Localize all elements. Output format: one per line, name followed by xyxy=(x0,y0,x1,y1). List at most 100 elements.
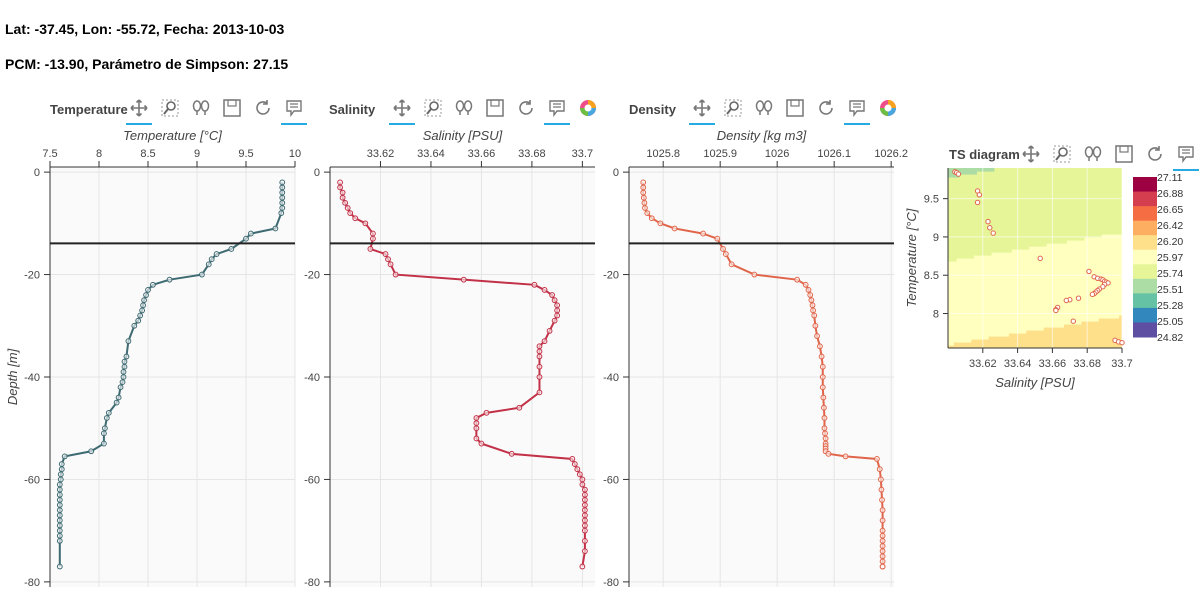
ts-contour-cell xyxy=(1026,303,1030,307)
ts-contour-cell xyxy=(1098,234,1103,238)
salinity-y-tick-label: -80 xyxy=(304,577,320,589)
ts-contour-cell xyxy=(982,258,987,262)
ts-contour-cell xyxy=(1110,300,1114,304)
ts-contour-cell xyxy=(1020,285,1024,289)
ts-contour-cell xyxy=(953,294,958,298)
salinity-reset-icon[interactable] xyxy=(515,97,537,119)
ts-contour-cell xyxy=(1064,258,1068,262)
ts-contour-cell xyxy=(1081,258,1085,262)
ts-contour-cell xyxy=(974,204,978,208)
density-box-zoom-icon[interactable] xyxy=(722,97,744,119)
ts-contour-cell xyxy=(962,321,966,325)
ts-contour-cell xyxy=(991,210,995,214)
density-save-icon[interactable] xyxy=(784,97,806,119)
temperature-save-icon[interactable] xyxy=(221,97,243,119)
ts-contour-cell xyxy=(1011,183,1016,187)
ts-contour-cell xyxy=(1061,243,1065,247)
ts-contour-cell xyxy=(1093,192,1097,196)
ts-contour-cell xyxy=(1049,297,1053,301)
ts-contour-cell xyxy=(1066,333,1071,337)
density-wheel-zoom-icon[interactable] xyxy=(753,97,775,119)
temperature-data-point xyxy=(120,368,127,375)
ts-contour-cell xyxy=(979,180,984,184)
ts-contour-cell xyxy=(1037,189,1042,193)
ts-contour-cell xyxy=(1064,204,1068,208)
ts-contour-cell xyxy=(979,210,984,214)
ts-contour-cell xyxy=(1072,261,1077,265)
temperature-reset-icon[interactable] xyxy=(252,97,274,119)
ts-box-zoom-icon[interactable] xyxy=(1051,143,1073,165)
ts-contour-cell xyxy=(988,309,993,313)
ts-contour-cell xyxy=(1069,168,1074,172)
ts-contour-cell xyxy=(1110,243,1114,247)
ts-contour-cell xyxy=(982,234,987,238)
salinity-wheel-zoom-icon[interactable] xyxy=(453,97,475,119)
ts-contour-cell xyxy=(1000,189,1004,193)
temperature-pan-icon[interactable] xyxy=(126,97,152,125)
ts-reset-icon[interactable] xyxy=(1144,143,1166,165)
colorbar-swatch xyxy=(1133,278,1157,294)
ts-contour-cell xyxy=(1026,222,1030,226)
ts-contour-cell xyxy=(991,180,995,184)
ts-contour-cell xyxy=(1006,207,1010,211)
ts-contour-cell xyxy=(1104,186,1109,190)
ts-contour-cell xyxy=(1087,195,1091,199)
ts-contour-cell xyxy=(1119,345,1122,348)
ts-contour-cell xyxy=(1000,252,1004,256)
ts-contour-cell xyxy=(1119,318,1122,322)
ts-contour-cell xyxy=(1081,315,1085,319)
ts-contour-cell xyxy=(1090,303,1094,307)
ts-contour-cell xyxy=(1043,342,1048,346)
ts-contour-cell xyxy=(959,243,964,247)
ts-contour-cell xyxy=(1078,345,1082,348)
density-pan-icon[interactable] xyxy=(689,97,715,125)
ts-contour-cell xyxy=(1095,198,1100,202)
ts-contour-cell xyxy=(1078,219,1082,223)
ts-contour-cell xyxy=(1095,342,1100,346)
ts-contour-cell xyxy=(1090,225,1094,229)
ts-contour-cell xyxy=(1116,186,1120,190)
ts-contour-cell xyxy=(988,234,993,238)
ts-contour-cell xyxy=(988,264,993,268)
ts-contour-cell xyxy=(1055,240,1059,244)
ts-contour-cell xyxy=(982,168,987,172)
ts-contour-cell xyxy=(1046,174,1051,178)
salinity-save-icon[interactable] xyxy=(484,97,506,119)
salinity-bokeh-logo-icon[interactable] xyxy=(577,97,599,119)
ts-contour-cell xyxy=(1037,300,1042,304)
ts-contour-cell xyxy=(948,309,952,313)
ts-contour-cell xyxy=(1066,291,1071,295)
salinity-hover-icon[interactable] xyxy=(544,97,570,125)
ts-contour-cell xyxy=(1052,192,1056,196)
ts-contour-cell xyxy=(1104,237,1109,241)
ts-hover-icon[interactable] xyxy=(1173,143,1199,171)
ts-contour-cell xyxy=(1000,219,1004,223)
ts-wheel-zoom-icon[interactable] xyxy=(1082,143,1104,165)
ts-save-icon[interactable] xyxy=(1113,143,1135,165)
ts-contour-cell xyxy=(1110,276,1114,280)
ts-contour-cell xyxy=(1006,342,1010,346)
ts-contour-cell xyxy=(1087,171,1091,175)
ts-contour-cell xyxy=(1072,279,1077,283)
ts-contour-cell xyxy=(1043,333,1048,337)
ts-contour-cell xyxy=(1090,216,1094,220)
ts-contour-cell xyxy=(1090,231,1094,235)
hover-icon xyxy=(849,100,865,117)
density-series-line xyxy=(642,182,884,567)
ts-contour-cell xyxy=(1003,201,1007,205)
temperature-wheel-zoom-icon[interactable] xyxy=(190,97,212,119)
salinity-data-point xyxy=(473,435,480,442)
ts-contour-cell xyxy=(1055,297,1059,301)
salinity-box-zoom-icon[interactable] xyxy=(422,97,444,119)
ts-contour-cell xyxy=(1026,276,1030,280)
density-bokeh-logo-icon[interactable] xyxy=(877,97,899,119)
density-reset-icon[interactable] xyxy=(815,97,837,119)
ts-contour-cell xyxy=(974,174,978,178)
salinity-pan-icon[interactable] xyxy=(389,97,415,125)
ts-contour-cell xyxy=(1107,252,1111,256)
temperature-hover-icon[interactable] xyxy=(281,97,307,125)
density-hover-icon[interactable] xyxy=(844,97,870,125)
ts-contour-cell xyxy=(1052,174,1056,178)
ts-contour-cell xyxy=(1046,219,1051,223)
temperature-box-zoom-icon[interactable] xyxy=(159,97,181,119)
